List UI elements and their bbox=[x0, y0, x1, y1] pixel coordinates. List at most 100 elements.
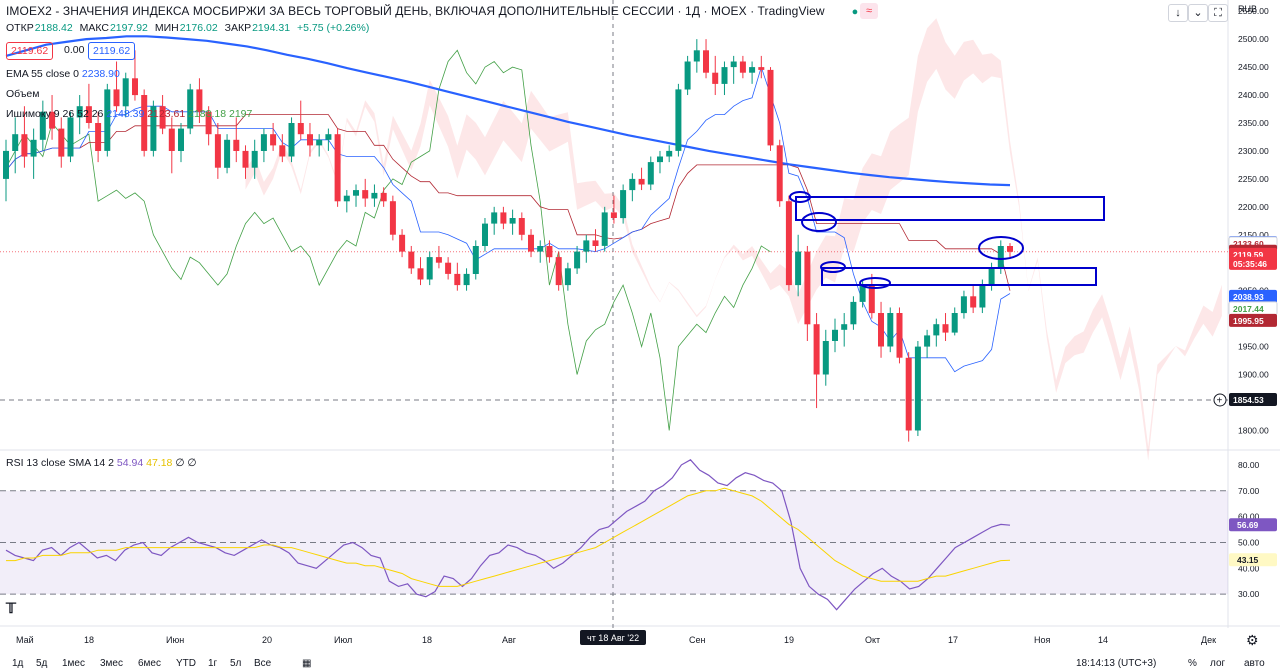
arrow-down-icon[interactable]: ↓ bbox=[1168, 4, 1188, 22]
ichimoku-legend[interactable]: Ишимоку 9 26 52 26 2148.39 2123.61 2188.… bbox=[6, 108, 252, 120]
range-6m[interactable]: 6мес bbox=[138, 658, 161, 668]
drawn-ellipse bbox=[978, 236, 1024, 260]
candle-body bbox=[417, 268, 424, 280]
price-axis-label: 2038.93 bbox=[1233, 292, 1264, 302]
low-value: 2176.02 bbox=[179, 22, 218, 34]
rsi-tick-label: 80.00 bbox=[1238, 460, 1260, 470]
buy-price-box[interactable]: 2119.62 bbox=[88, 42, 136, 60]
volume-legend[interactable]: Объем bbox=[6, 88, 39, 100]
price-axis-label: 2017.44 bbox=[1233, 304, 1264, 314]
sell-price-box[interactable]: 2119.62 bbox=[6, 42, 54, 60]
price-axis-label: 2133.60 bbox=[1233, 239, 1264, 249]
currency-label[interactable]: RUB bbox=[1238, 4, 1258, 14]
candle-body bbox=[454, 273, 461, 286]
candle-body bbox=[325, 134, 332, 140]
candle-body bbox=[546, 246, 553, 258]
percent-toggle[interactable]: % bbox=[1188, 658, 1197, 668]
price-tick-label: 2150.00 bbox=[1238, 230, 1269, 240]
candle-body bbox=[39, 111, 46, 140]
live-indicator-icon[interactable]: ● bbox=[846, 4, 864, 20]
rsi-legend[interactable]: RSI 13 close SMA 14 2 54.94 47.18 ∅ ∅ bbox=[6, 457, 197, 469]
candle-body bbox=[518, 218, 525, 235]
candle-body bbox=[187, 89, 194, 129]
range-ytd[interactable]: YTD bbox=[176, 658, 196, 668]
candle-body bbox=[859, 285, 866, 302]
candle-body bbox=[104, 89, 111, 151]
time-tick-label: Май bbox=[16, 635, 34, 645]
time-tick-label: Окт bbox=[865, 635, 880, 645]
range-5d[interactable]: 5д bbox=[36, 658, 48, 668]
candle-body bbox=[67, 117, 74, 157]
candle-body bbox=[555, 257, 562, 286]
candle-body bbox=[675, 89, 682, 151]
rsi-tick-label: 50.00 bbox=[1238, 537, 1260, 547]
candle-body bbox=[684, 61, 691, 90]
ichimoku-value-3: 2188.18 bbox=[188, 108, 227, 120]
rsi-tick-label: 40.00 bbox=[1238, 563, 1260, 573]
rsi-label: RSI 13 close SMA 14 2 bbox=[6, 457, 114, 469]
rsi-sma-line bbox=[6, 487, 1011, 587]
candle-body bbox=[426, 257, 433, 280]
ichimoku-label: Ишимоку 9 26 52 26 bbox=[6, 108, 104, 120]
price-tick-label: 1900.00 bbox=[1238, 370, 1269, 380]
candle-body bbox=[776, 145, 783, 202]
range-5y[interactable]: 5л bbox=[230, 658, 242, 668]
candle-body bbox=[113, 89, 120, 107]
candle-body bbox=[997, 246, 1004, 269]
range-1y[interactable]: 1г bbox=[208, 658, 218, 668]
price-axis-label: 1854.53 bbox=[1233, 395, 1264, 405]
ohlc-row: ОТКР2188.42 МАКС2197.92 МИН2176.02 ЗАКР2… bbox=[6, 22, 373, 34]
price-tick-label: 2400.00 bbox=[1238, 90, 1269, 100]
range-1m[interactable]: 1мес bbox=[62, 658, 85, 668]
log-toggle[interactable]: лог bbox=[1210, 658, 1226, 668]
clock-time[interactable]: 18:14:13 (UTC+3) bbox=[1076, 658, 1157, 668]
auto-toggle[interactable]: авто bbox=[1244, 658, 1265, 668]
candle-body bbox=[482, 223, 488, 246]
alert-badge-icon[interactable]: ≈ bbox=[860, 3, 878, 19]
candle-body bbox=[491, 212, 498, 224]
rsi-line bbox=[5, 459, 1011, 611]
time-tick-label: 18 bbox=[422, 635, 432, 645]
price-axis-label-box bbox=[1229, 393, 1277, 406]
settings-gear-icon[interactable]: ⚙ bbox=[1246, 632, 1259, 648]
candle-body bbox=[914, 346, 921, 431]
calendar-icon[interactable]: ▦ bbox=[302, 658, 312, 668]
rsi-axis-label: 56.69 bbox=[1237, 520, 1259, 530]
sell-price: 2119.62 bbox=[11, 45, 49, 57]
symbol-title[interactable]: IMOEX2 - ЗНАЧЕНИЯ ИНДЕКСА МОСБИРЖИ ЗА ВЕ… bbox=[6, 4, 825, 18]
candle-body bbox=[334, 134, 341, 202]
candle-body bbox=[887, 313, 894, 347]
candle-body bbox=[343, 195, 350, 202]
candle-body bbox=[30, 139, 37, 157]
candle-body bbox=[297, 123, 304, 135]
maximize-icon[interactable]: ⛶ bbox=[1208, 4, 1228, 22]
ema-label: EMA 55 close 0 bbox=[6, 68, 79, 80]
candle-body bbox=[647, 162, 654, 185]
candle-body bbox=[868, 285, 875, 314]
rsi-axis-label: 43.15 bbox=[1237, 555, 1259, 565]
drawn-ellipse bbox=[820, 261, 846, 273]
candle-body bbox=[196, 89, 203, 112]
price-tick-label: 2450.00 bbox=[1238, 62, 1269, 72]
candle-body bbox=[233, 139, 240, 151]
rsi-tick-label: 60.00 bbox=[1238, 512, 1260, 522]
ichimoku-value-4: 2197 bbox=[229, 108, 253, 120]
range-all[interactable]: Все bbox=[254, 658, 272, 668]
chevron-down-icon[interactable]: ⌄ bbox=[1188, 4, 1208, 22]
range-3m[interactable]: 3мес bbox=[100, 658, 123, 668]
candle-body bbox=[362, 190, 369, 199]
candle-body bbox=[95, 123, 102, 151]
range-1d[interactable]: 1д bbox=[12, 658, 24, 668]
price-tick-label: 1800.00 bbox=[1238, 425, 1269, 435]
ema-legend[interactable]: EMA 55 close 0 2238.90 bbox=[6, 68, 120, 80]
time-tick-label: Дек bbox=[1201, 635, 1216, 645]
candle-body bbox=[693, 50, 700, 62]
tradingview-logo-icon[interactable]: 𝕋 bbox=[6, 600, 16, 616]
crosshair-time-box bbox=[580, 630, 646, 645]
spread-text: 0.00 bbox=[64, 44, 85, 56]
candle-body bbox=[12, 134, 19, 151]
candle-body bbox=[601, 212, 608, 246]
price-axis-label: 1995.95 bbox=[1233, 316, 1264, 326]
candle-body bbox=[942, 324, 949, 333]
